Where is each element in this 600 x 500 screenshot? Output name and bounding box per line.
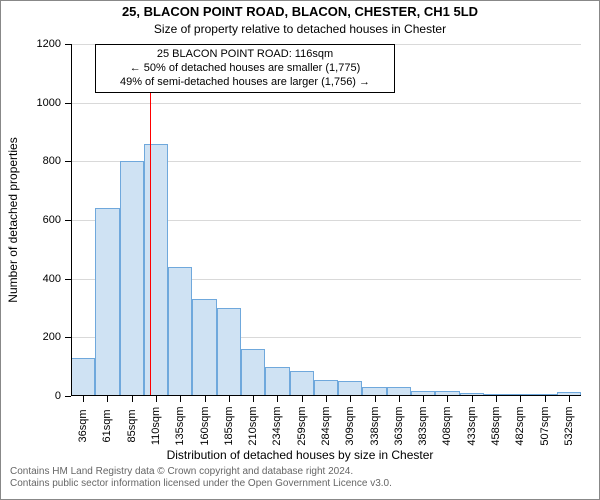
x-tick-mark [520, 396, 521, 402]
y-tick-mark [65, 220, 71, 221]
bars-group [71, 44, 581, 396]
histogram-bar [71, 358, 95, 396]
histogram-bar [95, 208, 119, 396]
y-tick-mark [65, 279, 71, 280]
footer-attribution: Contains HM Land Registry data © Crown c… [10, 466, 392, 490]
histogram-bar [241, 349, 265, 396]
x-tick-mark [132, 396, 133, 402]
x-tick-mark [423, 396, 424, 402]
x-tick-mark [205, 396, 206, 402]
x-tick-mark [447, 396, 448, 402]
x-tick-label: 363sqm [393, 406, 405, 445]
histogram-bar [168, 267, 192, 396]
histogram-bar [338, 381, 362, 396]
histogram-bar [144, 144, 168, 396]
x-tick-label: 61sqm [101, 409, 113, 442]
x-tick-label: 408sqm [441, 406, 453, 445]
y-tick-label: 1200 [37, 38, 61, 50]
y-tick-label: 800 [43, 155, 61, 167]
histogram-bar [265, 367, 289, 396]
footer-line-1: Contains HM Land Registry data © Crown c… [10, 466, 392, 478]
y-tick-mark [65, 161, 71, 162]
chart-subtitle: Size of property relative to detached ho… [0, 22, 600, 36]
annotation-line-3: 49% of semi-detached houses are larger (… [106, 76, 384, 90]
chart-title: 25, BLACON POINT ROAD, BLACON, CHESTER, … [0, 4, 600, 19]
x-tick-mark [156, 396, 157, 402]
footer-line-2: Contains public sector information licen… [10, 478, 392, 490]
marker-line [150, 44, 151, 396]
y-tick-label: 600 [43, 214, 61, 226]
chart-container: 25, BLACON POINT ROAD, BLACON, CHESTER, … [0, 0, 600, 500]
x-tick-mark [277, 396, 278, 402]
x-tick-label: 458sqm [490, 406, 502, 445]
histogram-bar [217, 308, 241, 396]
x-tick-mark [180, 396, 181, 402]
x-tick-label: 433sqm [466, 406, 478, 445]
plot-area: 02004006008001000120036sqm61sqm85sqm110s… [71, 44, 581, 396]
x-tick-mark [326, 396, 327, 402]
histogram-bar [120, 161, 144, 396]
x-tick-mark [83, 396, 84, 402]
x-tick-label: 284sqm [320, 406, 332, 445]
x-tick-mark [229, 396, 230, 402]
x-tick-mark [569, 396, 570, 402]
x-tick-label: 85sqm [126, 409, 138, 442]
x-tick-mark [375, 396, 376, 402]
x-tick-label: 185sqm [223, 406, 235, 445]
y-tick-label: 1000 [37, 97, 61, 109]
x-tick-mark [302, 396, 303, 402]
annotation-box: 25 BLACON POINT ROAD: 116sqm ← 50% of de… [95, 44, 395, 93]
histogram-bar [192, 299, 216, 396]
x-tick-label: 234sqm [271, 406, 283, 445]
x-tick-label: 160sqm [199, 406, 211, 445]
x-tick-label: 135sqm [174, 406, 186, 445]
x-tick-label: 383sqm [417, 406, 429, 445]
x-tick-mark [399, 396, 400, 402]
x-tick-label: 507sqm [539, 406, 551, 445]
x-tick-label: 36sqm [77, 409, 89, 442]
y-tick-mark [65, 396, 71, 397]
y-axis-line [71, 44, 72, 396]
x-tick-label: 532sqm [563, 406, 575, 445]
x-tick-label: 259sqm [296, 406, 308, 445]
annotation-line-1: 25 BLACON POINT ROAD: 116sqm [106, 48, 384, 62]
annotation-line-2: ← 50% of detached houses are smaller (1,… [106, 62, 384, 76]
x-tick-mark [107, 396, 108, 402]
y-tick-label: 200 [43, 331, 61, 343]
y-tick-mark [65, 44, 71, 45]
y-tick-mark [65, 103, 71, 104]
x-tick-label: 482sqm [514, 406, 526, 445]
y-axis-label: Number of detached properties [6, 137, 20, 302]
x-tick-mark [350, 396, 351, 402]
y-tick-label: 400 [43, 273, 61, 285]
histogram-bar [314, 380, 338, 396]
y-tick-label: 0 [55, 390, 61, 402]
x-tick-mark [253, 396, 254, 402]
x-axis-label: Distribution of detached houses by size … [0, 448, 600, 462]
x-tick-mark [545, 396, 546, 402]
histogram-bar [290, 371, 314, 396]
x-tick-label: 338sqm [369, 406, 381, 445]
x-tick-label: 210sqm [247, 406, 259, 445]
x-tick-mark [496, 396, 497, 402]
x-tick-label: 309sqm [344, 406, 356, 445]
x-tick-label: 110sqm [150, 407, 162, 445]
y-tick-mark [65, 337, 71, 338]
x-tick-mark [472, 396, 473, 402]
